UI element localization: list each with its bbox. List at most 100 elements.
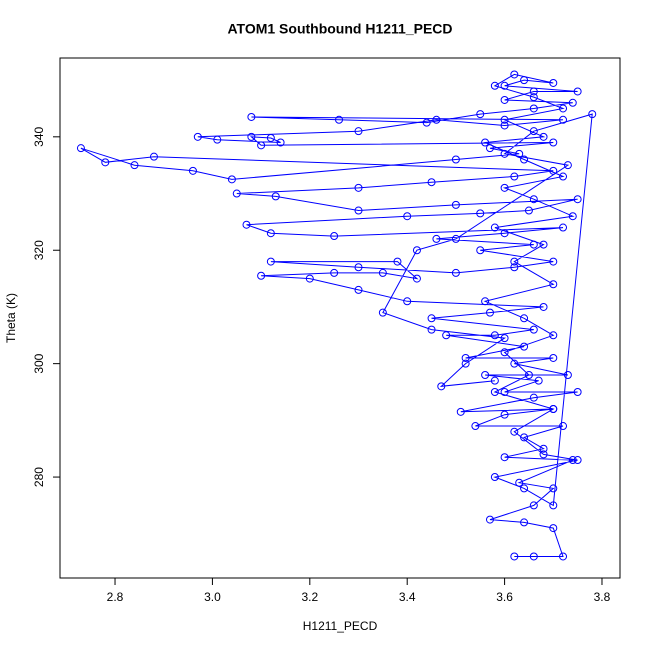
data-point bbox=[568, 98, 577, 107]
data-point bbox=[549, 524, 558, 533]
data-point bbox=[422, 118, 431, 127]
data-point bbox=[437, 382, 446, 391]
data-line bbox=[80, 73, 593, 557]
data-point bbox=[330, 232, 339, 241]
data-point bbox=[257, 141, 266, 150]
data-point bbox=[227, 175, 236, 184]
data-point bbox=[529, 552, 538, 561]
data-point bbox=[529, 104, 538, 113]
data-point bbox=[451, 155, 460, 164]
data-point bbox=[549, 280, 558, 289]
data-point bbox=[524, 206, 533, 215]
data-point bbox=[510, 359, 519, 368]
data-point bbox=[451, 268, 460, 277]
data-point bbox=[412, 246, 421, 255]
data-point bbox=[510, 70, 519, 79]
data-point bbox=[403, 212, 412, 221]
data-point bbox=[354, 285, 363, 294]
x-tick-label: 3.4 bbox=[399, 590, 416, 604]
data-point bbox=[529, 87, 538, 96]
data-point bbox=[130, 161, 139, 170]
data-point bbox=[378, 268, 387, 277]
data-point bbox=[330, 268, 339, 277]
data-point bbox=[588, 110, 597, 119]
data-point bbox=[510, 172, 519, 181]
data-point bbox=[529, 127, 538, 136]
data-point bbox=[247, 132, 256, 141]
data-point bbox=[510, 263, 519, 272]
data-point bbox=[549, 257, 558, 266]
data-point bbox=[573, 388, 582, 397]
data-point bbox=[500, 149, 509, 158]
x-tick-label: 3.2 bbox=[301, 590, 318, 604]
data-point bbox=[539, 444, 548, 453]
y-tick-label: 300 bbox=[32, 353, 46, 373]
data-point bbox=[573, 87, 582, 96]
data-point bbox=[490, 223, 499, 232]
data-point bbox=[101, 158, 110, 167]
data-point bbox=[500, 121, 509, 130]
data-point bbox=[403, 297, 412, 306]
data-point bbox=[490, 388, 499, 397]
data-point bbox=[500, 81, 509, 90]
data-point bbox=[476, 246, 485, 255]
data-point bbox=[485, 308, 494, 317]
data-point bbox=[559, 115, 568, 124]
data-point bbox=[471, 422, 480, 431]
data-point bbox=[427, 325, 436, 334]
data-point bbox=[188, 166, 197, 175]
data-point bbox=[485, 515, 494, 524]
data-point bbox=[515, 478, 524, 487]
data-point bbox=[276, 138, 285, 147]
data-point bbox=[242, 220, 251, 229]
data-point bbox=[559, 104, 568, 113]
data-point bbox=[485, 144, 494, 153]
data-point bbox=[539, 302, 548, 311]
data-point bbox=[335, 115, 344, 124]
data-point bbox=[432, 234, 441, 243]
data-point bbox=[432, 115, 441, 124]
plot-frame bbox=[59, 57, 621, 579]
data-point bbox=[563, 161, 572, 170]
x-tick-label: 3.0 bbox=[204, 590, 221, 604]
data-point bbox=[559, 552, 568, 561]
data-point bbox=[481, 297, 490, 306]
data-point bbox=[213, 135, 222, 144]
y-tick-label: 340 bbox=[32, 126, 46, 146]
data-point bbox=[266, 133, 275, 142]
data-point bbox=[193, 132, 202, 141]
data-point bbox=[520, 314, 529, 323]
data-point bbox=[461, 359, 470, 368]
data-point bbox=[427, 314, 436, 323]
data-point bbox=[232, 189, 241, 198]
x-tick-label: 3.6 bbox=[496, 590, 513, 604]
data-point bbox=[524, 370, 533, 379]
data-point bbox=[539, 132, 548, 141]
data-point bbox=[573, 195, 582, 204]
data-point bbox=[378, 308, 387, 317]
data-point bbox=[534, 376, 543, 385]
data-point bbox=[559, 223, 568, 232]
data-point bbox=[456, 407, 465, 416]
data-point bbox=[568, 212, 577, 221]
data-point bbox=[549, 484, 558, 493]
data-point bbox=[500, 410, 509, 419]
data-point bbox=[490, 81, 499, 90]
data-point bbox=[451, 234, 460, 243]
data-point bbox=[573, 456, 582, 465]
data-point bbox=[549, 501, 558, 510]
data-point bbox=[412, 274, 421, 283]
data-point bbox=[476, 209, 485, 218]
data-point bbox=[247, 112, 256, 121]
data-point bbox=[442, 331, 451, 340]
y-tick-label: 320 bbox=[32, 240, 46, 260]
data-point bbox=[354, 127, 363, 136]
data-point bbox=[539, 450, 548, 459]
data-point bbox=[393, 257, 402, 266]
data-point bbox=[549, 353, 558, 362]
data-point bbox=[529, 325, 538, 334]
data-point bbox=[354, 206, 363, 215]
data-point bbox=[559, 422, 568, 431]
x-tick-label: 2.8 bbox=[107, 590, 124, 604]
